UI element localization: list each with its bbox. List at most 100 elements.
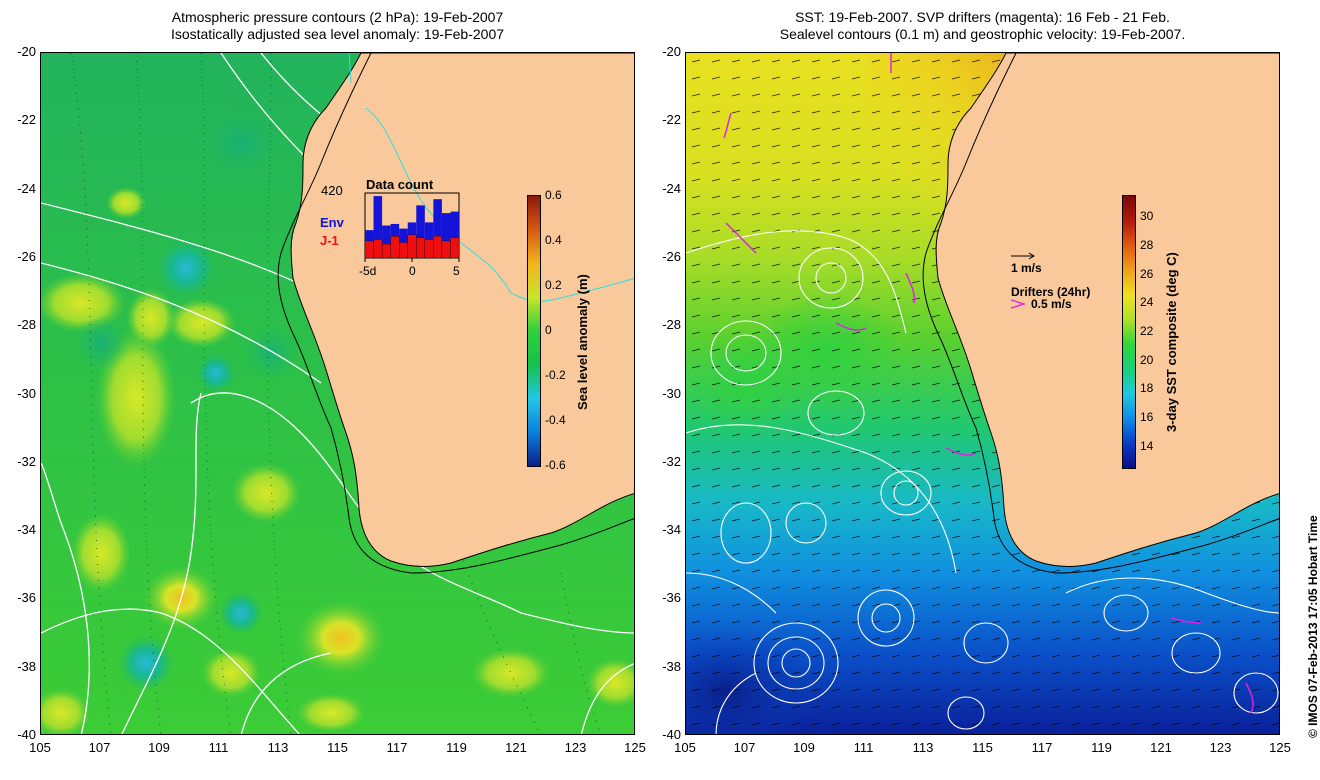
x-tick-label: 117 [1031, 740, 1053, 755]
y-tick-label: -22 [17, 112, 36, 128]
x-tick-label: 123 [564, 740, 587, 755]
sea-level-colorbar-tick: 0.4 [545, 233, 562, 247]
x-tick-label: 113 [267, 740, 289, 755]
y-tick-label: -32 [662, 453, 681, 469]
y-tick-label: -38 [17, 658, 36, 674]
inset-legend-j1: J-1 [320, 233, 339, 248]
sea-level-colorbar-tick: 0.2 [545, 278, 562, 292]
x-tick-label: 105 [674, 740, 696, 755]
sst-colorbar-tick: 22 [1140, 324, 1154, 338]
x-tick-label: 107 [733, 740, 756, 755]
y-tick-label: -38 [662, 658, 681, 674]
inset-title: Data count [366, 177, 434, 192]
sst-colorbar-tick: 30 [1140, 209, 1154, 224]
sea-level-colorbar-tick: 0 [545, 323, 552, 337]
inset-bar-j1 [433, 236, 443, 259]
x-tick-label: 119 [446, 740, 467, 755]
inset-bar-env [416, 205, 425, 258]
y-tick-label: -28 [17, 317, 36, 333]
x-tick-label: 111 [208, 740, 229, 755]
sea-level-colorbar-tick: -0.6 [545, 458, 566, 472]
sea-level-anomaly-map[interactable]: 420 Data count Env J-1 -5d 0 5 [40, 52, 635, 735]
y-tick-label: -30 [17, 385, 36, 401]
y-tick-label: -36 [17, 590, 36, 606]
y-tick-label: -26 [662, 248, 681, 264]
y-tick-label: -24 [662, 180, 681, 196]
y-tick-label: -34 [662, 522, 681, 538]
sst-colorbar-label: 3-day SST composite (deg C) [1164, 252, 1179, 432]
sea-level-colorbar-tick: -0.2 [545, 368, 566, 382]
inset-bar-j1 [416, 237, 425, 259]
x-tick-label: 111 [853, 740, 874, 755]
inset-xtick-end: 5 [453, 264, 460, 278]
y-tick-label: -20 [662, 44, 681, 59]
inset-bar-j1 [373, 239, 383, 259]
y-tick-label: -36 [662, 590, 681, 606]
drifter-legend-label: 0.5 m/s [1031, 297, 1072, 311]
right-panel-title: SST: 19-Feb-2007. SVP drifters (magenta)… [685, 9, 1280, 43]
inset-bar-j1 [424, 239, 434, 259]
y-tick-label: -28 [662, 317, 681, 333]
inset-bar-env [450, 211, 459, 258]
sst-colorbar-tick: 28 [1140, 238, 1154, 253]
x-tick-label: 105 [29, 740, 51, 755]
sst-map-svg [686, 53, 1279, 734]
left-title-line2: Isostatically adjusted sea level anomaly… [170, 26, 505, 42]
x-tick-label: 123 [1209, 740, 1232, 755]
y-tick-label: -30 [662, 385, 681, 401]
sst-colorbar-tick: 20 [1140, 352, 1154, 367]
inset-bar-env [441, 213, 451, 258]
x-tick-label: 125 [624, 740, 646, 755]
y-tick-label: -26 [17, 248, 36, 264]
sea-level-colorbar [527, 195, 541, 467]
y-tick-label: -40 [662, 727, 681, 742]
sst-map[interactable]: 1 m/s Drifters (24hr) 0.5 m/s [685, 52, 1280, 735]
x-tick-label: 121 [1150, 740, 1172, 755]
x-tick-label: 125 [1269, 740, 1291, 755]
drifter-legend-title: Drifters (24hr) [1011, 285, 1091, 299]
inset-bar-j1 [390, 236, 400, 259]
sst-colorbar-tick: 16 [1140, 409, 1154, 424]
sst-colorbar-tick: 24 [1140, 295, 1154, 310]
y-tick-label: -20 [17, 44, 36, 59]
sst-colorbar-tick: 18 [1140, 381, 1154, 396]
x-tick-label: 109 [148, 740, 170, 755]
vector-legend-arrow [1011, 252, 1035, 260]
inset-bar-env [373, 196, 383, 258]
sea-level-map-svg [41, 53, 634, 734]
sea-level-colorbar-tick: 0.6 [545, 188, 562, 202]
y-tick-label: -22 [662, 112, 681, 128]
x-tick-label: 113 [912, 740, 934, 755]
x-tick-label: 121 [505, 740, 527, 755]
x-tick-label: 115 [972, 740, 993, 755]
x-tick-label: 115 [327, 740, 348, 755]
left-title-line1: Atmospheric pressure contours (2 hPa): 1… [171, 9, 504, 25]
inset-bar-j1 [441, 240, 451, 259]
left-panel-title: Atmospheric pressure contours (2 hPa): 1… [40, 9, 635, 43]
drifter-legend-arrow [1010, 299, 1027, 309]
credit-text: © IMOS 07-Feb-2013 17:05 Hobart Time [1306, 515, 1320, 738]
sea-level-colorbar-tick: -0.4 [545, 413, 566, 427]
y-tick-label: -24 [17, 180, 36, 196]
inset-bar-env [433, 199, 442, 258]
sst-colorbar [1122, 195, 1136, 469]
x-tick-label: 107 [88, 740, 111, 755]
sst-colorbar-tick: 26 [1140, 266, 1154, 281]
sea-level-colorbar-label: Sea level anomaly (m) [575, 274, 590, 410]
x-tick-label: 117 [386, 740, 408, 755]
x-tick-label: 109 [793, 740, 815, 755]
inset-bar-env [382, 225, 391, 258]
y-tick-label: -32 [17, 453, 36, 469]
inset-bar-j1 [381, 243, 391, 259]
inset-xtick-start: -5d [359, 264, 377, 278]
inset-bar-j1 [399, 242, 408, 259]
inset-max-label: 420 [321, 183, 343, 198]
x-tick-label: 119 [1091, 740, 1112, 755]
inset-bar-j1 [450, 237, 460, 259]
right-title-line1: SST: 19-Feb-2007. SVP drifters (magenta)… [795, 9, 1170, 25]
y-tick-label: -40 [17, 727, 36, 742]
inset-xtick-mid: 0 [409, 264, 416, 278]
data-count-inset [364, 192, 460, 262]
inset-legend-env: Env [320, 215, 344, 230]
inset-bar-j1 [407, 234, 417, 259]
